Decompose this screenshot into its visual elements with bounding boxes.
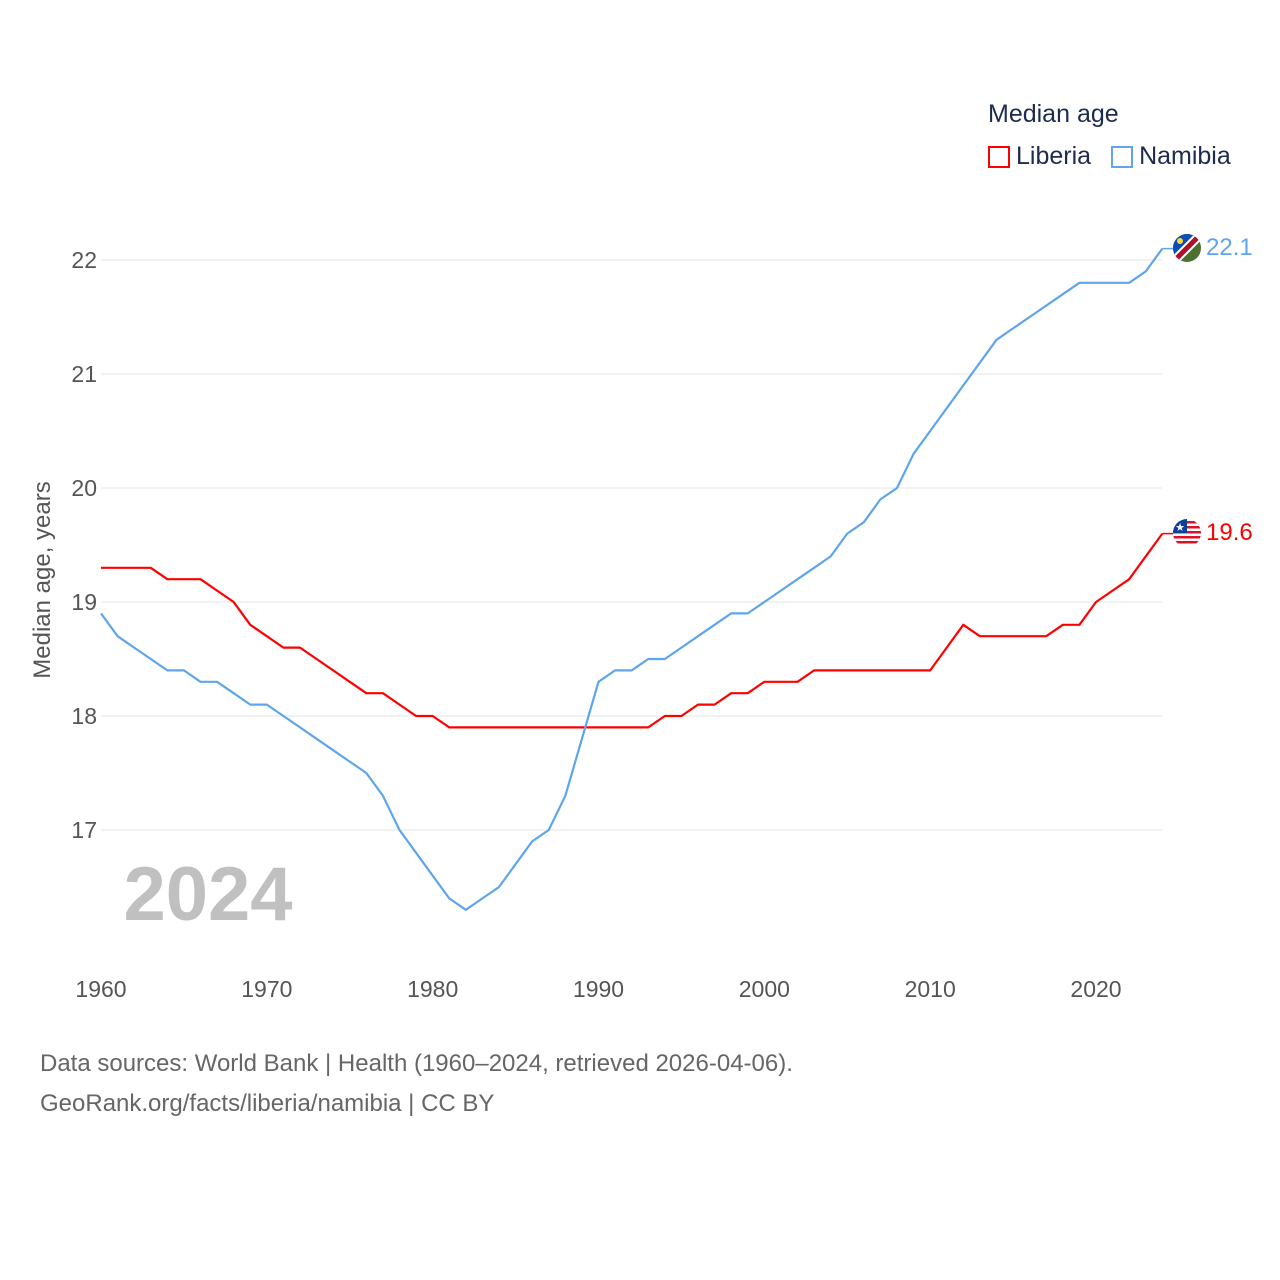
year-watermark: 2024 xyxy=(123,852,292,937)
x-tick-label: 2000 xyxy=(739,976,790,1002)
legend-label-liberia: Liberia xyxy=(1016,142,1092,170)
legend-title: Median age xyxy=(988,100,1119,128)
y-tick-label: 19 xyxy=(71,589,97,615)
legend-item-liberia[interactable]: Liberia xyxy=(988,142,1091,171)
namibia-flag-icon xyxy=(1173,234,1201,262)
y-tick-label: 22 xyxy=(71,247,97,273)
legend-item-namibia[interactable]: Namibia xyxy=(1111,142,1231,171)
legend-swatch-namibia xyxy=(1111,145,1134,168)
namibia-end-label: 22.1 xyxy=(1206,234,1253,261)
y-tick-label: 17 xyxy=(71,817,97,843)
series-line-liberia[interactable] xyxy=(101,532,1164,729)
source-note: Data sources: World Bank | Health (1960–… xyxy=(40,1044,793,1124)
legend-label-namibia: Namibia xyxy=(1139,142,1231,170)
legend: Liberia Namibia xyxy=(988,142,1231,171)
x-tick-label: 2010 xyxy=(905,976,956,1002)
liberia-end-label: 19.6 xyxy=(1206,519,1253,546)
legend-swatch-liberia xyxy=(988,145,1010,168)
y-tick-label: 18 xyxy=(71,703,97,729)
y-axis-label: Median age, years xyxy=(29,481,56,678)
svg-text:★: ★ xyxy=(1175,522,1185,534)
source-line: Data sources: World Bank | Health (1960–… xyxy=(40,1050,793,1077)
x-tick-label: 1980 xyxy=(407,976,458,1002)
x-tick-label: 2020 xyxy=(1070,976,1121,1002)
x-tick-label: 1960 xyxy=(75,976,126,1002)
y-tick-label: 21 xyxy=(71,361,97,387)
x-tick-label: 1970 xyxy=(241,976,292,1002)
x-tick-label: 1990 xyxy=(573,976,624,1002)
series-line-namibia[interactable] xyxy=(100,247,1164,911)
attribution-line[interactable]: GeoRank.org/facts/liberia/namibia | CC B… xyxy=(40,1090,495,1117)
y-tick-label: 20 xyxy=(71,475,97,501)
liberia-flag-icon: ★ xyxy=(1173,519,1201,547)
